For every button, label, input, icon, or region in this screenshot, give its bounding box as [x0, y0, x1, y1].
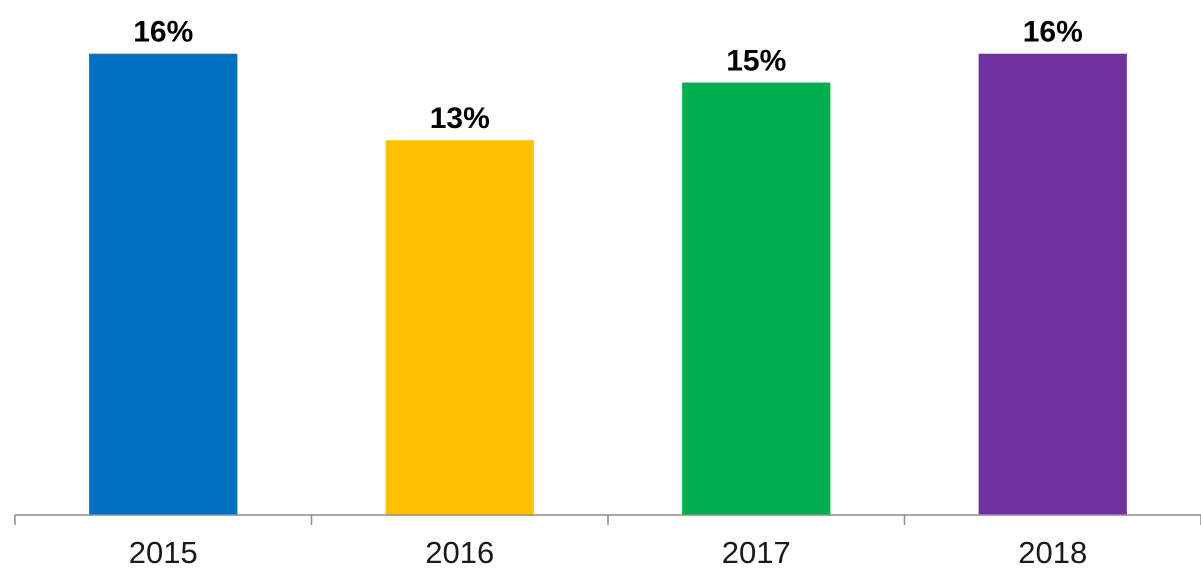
data-label-2017: 15% — [726, 45, 786, 78]
x-tick-label-2017: 2017 — [722, 535, 791, 569]
data-label-2015: 16% — [133, 16, 193, 49]
data-label-2018: 16% — [1023, 16, 1083, 49]
bar-2018 — [978, 53, 1127, 516]
x-tick-label-2015: 2015 — [129, 535, 198, 569]
x-axis-ticks — [14, 515, 1201, 525]
x-axis-tick-labels: 2015 2016 2017 2018 — [129, 535, 1087, 569]
data-label-2016: 13% — [430, 102, 490, 135]
x-tick-label-2018: 2018 — [1018, 535, 1087, 569]
bar-2017 — [682, 82, 831, 516]
bar-2016 — [385, 140, 534, 515]
value-labels-group: 16% 13% 15% 16% — [133, 16, 1083, 135]
bars-group — [89, 53, 1127, 516]
x-tick-label-2016: 2016 — [425, 535, 494, 569]
bar-2015 — [89, 53, 238, 516]
